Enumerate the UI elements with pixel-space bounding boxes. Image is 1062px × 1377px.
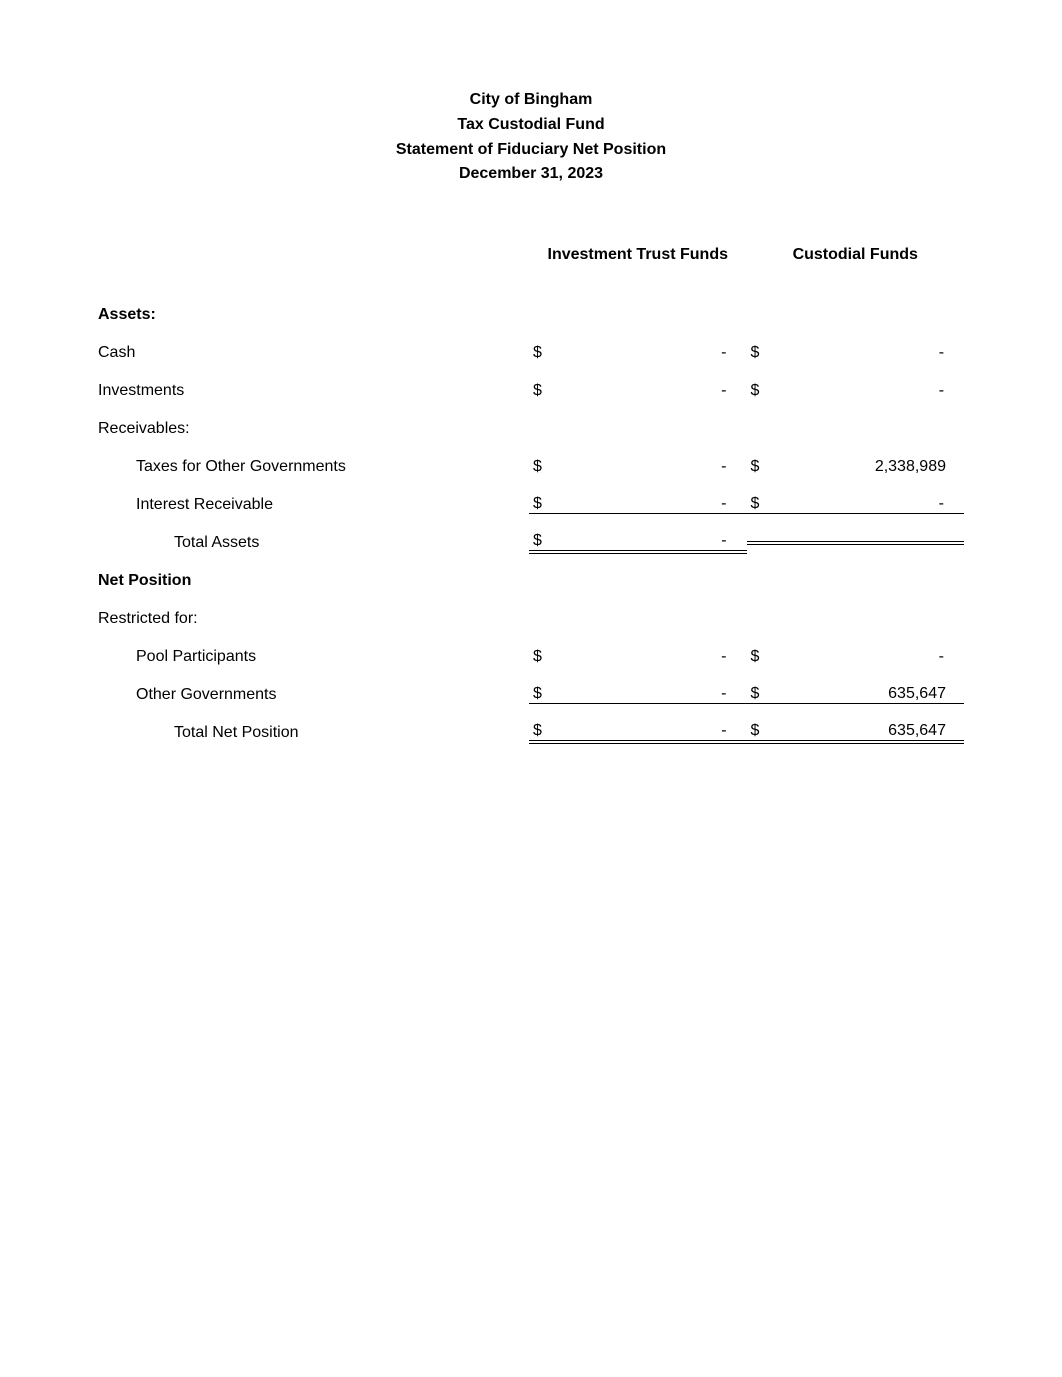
table-row: Interest Receivable$-$- [98, 488, 964, 522]
row-label: Net Position [98, 572, 529, 590]
custodial-cell [747, 541, 964, 545]
currency-symbol: $ [533, 458, 542, 476]
investment-cell: $- [529, 344, 747, 362]
currency-symbol: $ [751, 495, 760, 513]
custodial-cell: $- [747, 495, 965, 514]
custodial-cell: $635,647 [747, 722, 964, 744]
table-row: Total Assets$- [98, 526, 964, 560]
table-row: Receivables: [98, 412, 964, 446]
row-label: Total Net Position [98, 724, 529, 742]
fiduciary-table: Investment Trust Funds Custodial Funds A… [98, 245, 964, 750]
amount-value: 635,647 [759, 722, 946, 740]
amount-value: - [542, 458, 729, 476]
amount-value: - [542, 685, 729, 703]
table-row: Cash$-$- [98, 336, 964, 370]
investment-cell: $- [529, 532, 746, 554]
amount-value: - [542, 495, 729, 513]
row-label: Cash [98, 344, 529, 362]
currency-symbol: $ [533, 648, 542, 666]
currency-symbol: $ [750, 344, 759, 362]
currency-symbol: $ [533, 382, 542, 400]
currency-symbol: $ [533, 722, 542, 740]
table-row: Assets: [98, 298, 964, 332]
currency-symbol: $ [751, 648, 760, 666]
custodial-cell: $2,338,989 [747, 458, 965, 476]
amount-value: 635,647 [759, 685, 946, 703]
header-date: December 31, 2023 [98, 162, 964, 187]
header-statement-type: Statement of Fiduciary Net Position [98, 138, 964, 163]
investment-cell: $- [529, 648, 747, 666]
amount-value: - [542, 648, 729, 666]
currency-symbol: $ [750, 382, 759, 400]
custodial-cell: $- [746, 344, 964, 362]
amount-value: 2,338,989 [759, 458, 946, 476]
table-row: Pool Participants$-$- [98, 640, 964, 674]
investment-cell: $- [529, 685, 747, 704]
table-row: Taxes for Other Governments$-$2,338,989 [98, 450, 964, 484]
amount-value: - [542, 532, 729, 550]
amount-value: - [542, 344, 729, 362]
amount-value: - [759, 344, 946, 362]
table-row: Restricted for: [98, 602, 964, 636]
row-label: Interest Receivable [98, 496, 529, 514]
custodial-funds-header: Custodial Funds [747, 245, 965, 266]
row-label: Other Governments [98, 686, 529, 704]
row-label: Assets: [98, 306, 529, 324]
investment-cell: $- [529, 382, 747, 400]
investment-cell: $- [529, 722, 746, 744]
amount-value: - [759, 382, 946, 400]
currency-symbol: $ [533, 495, 542, 513]
table-row: Total Net Position$-$635,647 [98, 716, 964, 750]
row-label: Restricted for: [98, 610, 529, 628]
investment-cell: $- [529, 495, 747, 514]
custodial-cell: $- [746, 382, 964, 400]
currency-symbol: $ [751, 722, 760, 740]
amount-value: - [759, 648, 946, 666]
row-label: Total Assets [98, 534, 529, 552]
column-headers-row: Investment Trust Funds Custodial Funds [98, 245, 964, 266]
currency-symbol: $ [751, 685, 760, 703]
investment-cell: $- [529, 458, 747, 476]
header-fund: Tax Custodial Fund [98, 113, 964, 138]
currency-symbol: $ [533, 344, 542, 362]
table-row: Other Governments$-$635,647 [98, 678, 964, 712]
row-label: Pool Participants [98, 648, 529, 666]
table-body: Assets:Cash$-$-Investments$-$-Receivable… [98, 298, 964, 750]
amount-value: - [542, 382, 729, 400]
row-label: Receivables: [98, 420, 529, 438]
currency-symbol: $ [533, 532, 542, 550]
currency-symbol: $ [533, 685, 542, 703]
label-column-spacer [98, 245, 529, 266]
row-label: Taxes for Other Governments [98, 458, 529, 476]
row-label: Investments [98, 382, 529, 400]
table-row: Net Position [98, 564, 964, 598]
statement-header: City of Bingham Tax Custodial Fund State… [98, 88, 964, 187]
header-entity: City of Bingham [98, 88, 964, 113]
investment-trust-header: Investment Trust Funds [529, 245, 747, 266]
currency-symbol: $ [751, 458, 760, 476]
amount-value: - [542, 722, 729, 740]
amount-value: - [759, 495, 946, 513]
table-row: Investments$-$- [98, 374, 964, 408]
custodial-cell: $- [747, 648, 965, 666]
custodial-cell: $635,647 [747, 685, 965, 704]
